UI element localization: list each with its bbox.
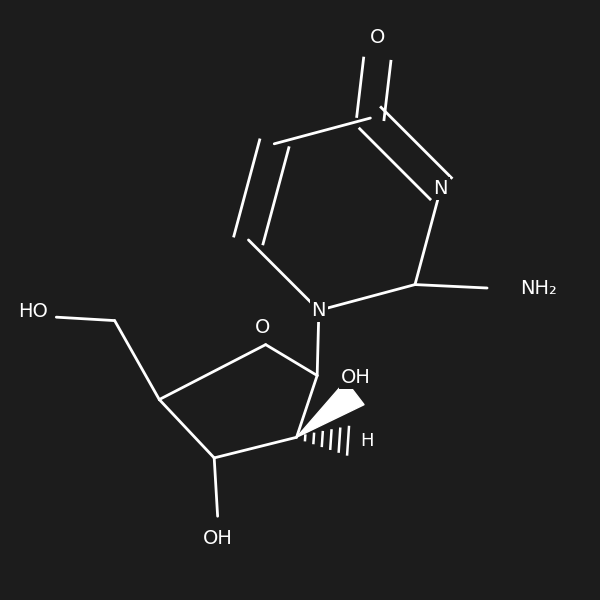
Text: HO: HO: [18, 302, 48, 321]
Polygon shape: [296, 380, 364, 437]
Text: N: N: [311, 301, 326, 320]
Text: OH: OH: [203, 529, 233, 548]
Text: NH₂: NH₂: [520, 278, 557, 298]
Text: OH: OH: [341, 368, 371, 387]
Text: O: O: [254, 318, 270, 337]
Text: N: N: [434, 179, 448, 198]
Text: H: H: [361, 432, 374, 450]
Text: O: O: [370, 28, 385, 47]
